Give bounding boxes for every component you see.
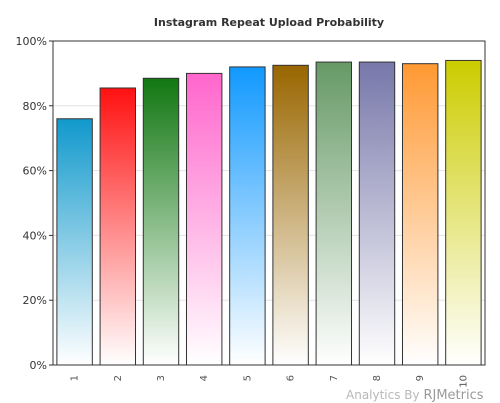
- x-tick-label: 5: [242, 375, 253, 381]
- bars: [56, 59, 482, 366]
- plot-frame: [52, 40, 486, 366]
- watermark-prefix: Analytics By: [346, 388, 420, 402]
- watermark: Analytics By RJMetrics: [346, 388, 484, 403]
- chart-title: Instagram Repeat Upload Probability: [154, 16, 384, 29]
- x-tick-label: 9: [415, 375, 426, 381]
- x-tick-label: 8: [372, 375, 383, 381]
- x-tick-label: 10: [458, 375, 469, 388]
- y-tick-label: 40%: [23, 229, 47, 242]
- y-axis-ticks: 0% 20% 40% 60% 80% 100%: [16, 35, 53, 372]
- x-tick-label: 7: [329, 375, 340, 381]
- bar-7: [315, 61, 353, 366]
- bar-9: [401, 63, 439, 366]
- x-tick-label: 6: [286, 375, 297, 381]
- bar-1: [56, 118, 93, 366]
- y-tick-label: 60%: [23, 165, 47, 178]
- watermark-brand: RJMetrics: [423, 388, 484, 403]
- bar-6: [272, 64, 309, 366]
- bar-5: [229, 66, 266, 366]
- bar-3: [142, 77, 180, 366]
- y-tick-label: 80%: [23, 100, 47, 113]
- y-tick-label: 100%: [16, 35, 47, 48]
- bar-2: [99, 87, 137, 366]
- x-axis-ticks: 1 2 3 4 5 6 7 8 9 10: [70, 375, 470, 388]
- bar-4: [185, 72, 223, 366]
- x-tick-label: 3: [156, 375, 167, 381]
- bar-8: [358, 61, 396, 366]
- x-tick-label: 2: [113, 375, 124, 381]
- bar-10: [445, 59, 482, 366]
- y-tick-label: 0%: [30, 359, 47, 372]
- x-tick-label: 4: [199, 375, 210, 381]
- y-tick-label: 20%: [23, 294, 47, 307]
- x-tick-label: 1: [70, 375, 81, 381]
